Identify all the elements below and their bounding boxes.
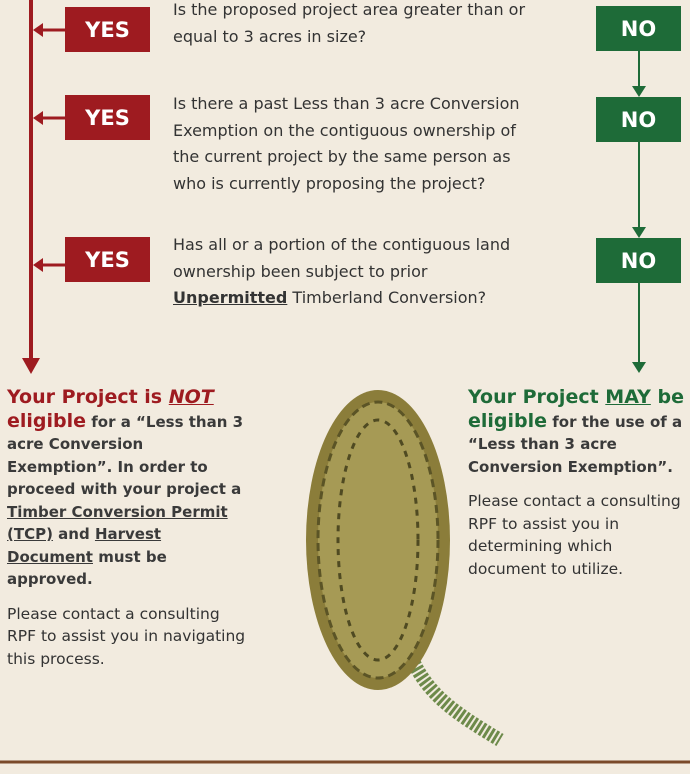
question: Is there a past Less than 3 acre Convers…	[173, 91, 538, 197]
question: Has all or a portion of the contiguous l…	[173, 232, 513, 312]
heading-emphasis: NOT	[169, 386, 214, 408]
body: and	[53, 525, 95, 543]
question-text: Timberland Conversion?	[287, 288, 486, 307]
heading: eligible	[7, 410, 86, 432]
note: Please contact a consulting RPF to assis…	[7, 603, 247, 671]
no-box: NO	[596, 97, 681, 142]
page: YES YES YES NO NO NO Is the proposed pro…	[0, 0, 690, 774]
question-text: Has all or a portion of the contiguous l…	[173, 235, 510, 281]
note: Please contact a consulting RPF to assis…	[468, 490, 690, 580]
heading-emphasis: MAY	[605, 386, 651, 408]
no-box: NO	[596, 6, 681, 51]
question-emphasis: Unpermitted	[173, 288, 287, 307]
no-box: NO	[596, 238, 681, 283]
heading: Your Project	[468, 386, 605, 408]
may-be-eligible: Your Project MAY be eligible for the use…	[468, 386, 690, 580]
question: Is the proposed project area greater tha…	[173, 0, 538, 50]
yes-box: YES	[65, 7, 150, 52]
heading: Your Project is	[7, 386, 169, 408]
yes-box: YES	[65, 95, 150, 140]
yes-box: YES	[65, 237, 150, 282]
not-eligible: Your Project is NOT eligible for a “Less…	[7, 386, 247, 670]
question-text: Is there a past Less than 3 acre Convers…	[173, 94, 520, 193]
question-text: Is the proposed project area greater tha…	[173, 0, 525, 46]
